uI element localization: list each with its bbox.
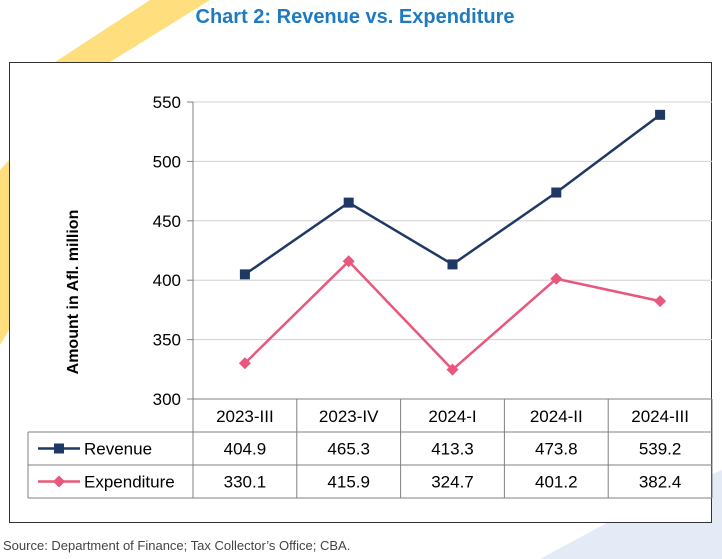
- revenue-point: [239, 269, 250, 280]
- axes: [187, 101, 194, 400]
- yellow-stripe-top: [55, 0, 210, 62]
- x-category-label: 2024-II: [530, 407, 583, 426]
- expenditure-point: [446, 363, 459, 376]
- data-table: 2023-III 2023-IV 2024-I 2024-II 2024-III Reve…: [27, 398, 713, 499]
- y-tick-label: 500: [153, 152, 181, 171]
- revenue-data-label: 465.3: [327, 440, 370, 459]
- y-tick-label: 350: [153, 331, 181, 350]
- revenue-legend-label: Revenue: [84, 440, 152, 459]
- expenditure-line: [244, 259, 661, 372]
- revenue-point: [447, 259, 458, 270]
- revenue-line: [244, 113, 661, 276]
- expenditure-point: [342, 255, 355, 268]
- x-category-label: 2023-IV: [319, 407, 379, 426]
- y-axis-label: Amount in Afl. million: [65, 210, 82, 375]
- revenue-data-label: 404.9: [224, 440, 267, 459]
- y-tick-label: 400: [153, 271, 181, 290]
- y-tick-labels: 300 350 400 450 500 550: [153, 93, 181, 409]
- expenditure-data-label: 415.9: [327, 473, 370, 492]
- revenue-data-label: 473.8: [535, 440, 578, 459]
- chart-frame: [9, 62, 712, 523]
- chart-title: Chart 2: Revenue vs. Expenditure: [195, 6, 515, 28]
- source-note: Source: Department of Finance; Tax Colle…: [3, 538, 351, 553]
- expenditure-data-label: 401.2: [535, 473, 578, 492]
- y-tick-label: 550: [153, 93, 181, 112]
- expenditure-legend-label: Expenditure: [84, 473, 175, 492]
- y-tick-label: 300: [153, 390, 181, 409]
- revenue-point: [655, 109, 666, 120]
- expenditure-point: [550, 272, 563, 285]
- revenue-point: [343, 197, 354, 208]
- revenue-data-label: 539.2: [639, 440, 682, 459]
- series: [238, 109, 667, 376]
- x-category-label: 2023-III: [216, 407, 274, 426]
- y-tick-label: 450: [153, 212, 181, 231]
- revenue-data-label: 413.3: [431, 440, 474, 459]
- expenditure-point: [654, 295, 667, 308]
- x-category-label: 2024-I: [428, 407, 476, 426]
- expenditure-legend-marker: [53, 475, 65, 488]
- yellow-stripe-left: [0, 160, 9, 345]
- revenue-point: [551, 187, 562, 198]
- expenditure-data-label: 324.7: [431, 473, 474, 492]
- expenditure-data-label: 382.4: [639, 473, 682, 492]
- expenditure-data-label: 330.1: [224, 473, 267, 492]
- gridlines: [193, 101, 712, 341]
- expenditure-point: [238, 357, 251, 370]
- revenue-legend-marker: [54, 443, 64, 454]
- x-category-label: 2024-III: [631, 407, 689, 426]
